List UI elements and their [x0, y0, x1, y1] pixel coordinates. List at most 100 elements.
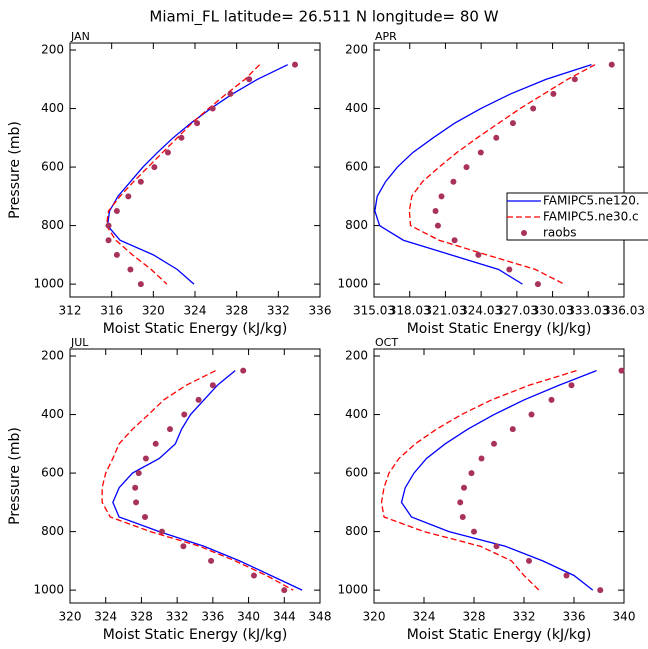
raob-point [167, 426, 173, 433]
raob-point [246, 76, 253, 83]
raob-point [493, 134, 500, 141]
raob-point [180, 543, 187, 550]
raob-point [195, 396, 202, 403]
x-tick-label: 324 [184, 304, 207, 318]
panel: JAN 312 316 320 324 328 332 336 200 400 600 800 1000… [7, 30, 331, 337]
y-tick-label: 800 [345, 218, 368, 232]
legend-label: raobs [543, 226, 577, 240]
series-line [400, 370, 597, 591]
raob-point [133, 499, 140, 506]
raob-point [137, 281, 144, 288]
x-tick-label: 336 [309, 304, 332, 318]
x-tick-label: 330.03 [532, 304, 574, 318]
x-tick-label: 324 [413, 610, 436, 624]
legend-label: FAMIPC5.ne120. [543, 194, 640, 208]
series-line [374, 64, 592, 285]
x-tick-label: 318.03 [389, 304, 431, 318]
x-tick-label: 324.03 [460, 304, 502, 318]
x-tick-label: 320 [59, 610, 82, 624]
x-tick-label: 332 [166, 610, 189, 624]
series-line [105, 64, 261, 285]
y-tick-label: 400 [345, 407, 368, 421]
raob-point [548, 396, 555, 403]
legend: FAMIPC5.ne120. FAMIPC5.ne30.c raobs [506, 192, 648, 241]
y-tick-label: 200 [345, 349, 368, 363]
page-title: Miami_FL latitude= 26.511 N longitude= 8… [149, 8, 498, 27]
x-axis-label: Moist Static Energy (kJ/kg) [103, 321, 288, 337]
series-line [380, 370, 577, 591]
raob-point [152, 440, 159, 447]
y-axis-label: Pressure (mb) [7, 121, 23, 219]
plot-frame [373, 42, 625, 298]
series-line [101, 370, 294, 591]
raob-point [451, 237, 458, 244]
raob-point [475, 251, 482, 258]
y-tick-label: 200 [41, 43, 64, 57]
raob-point [137, 178, 144, 185]
raob-point [240, 367, 247, 374]
y-tick-label: 200 [41, 349, 64, 363]
raob-point [534, 281, 541, 288]
x-tick-label: 316 [100, 304, 123, 318]
plot-frame [69, 348, 321, 604]
y-tick-label: 600 [41, 466, 64, 480]
raob-point [491, 440, 497, 447]
series-line [106, 64, 288, 285]
raob-point [526, 557, 532, 564]
y-tick-label: 1000 [337, 583, 368, 597]
y-tick-label: 1000 [33, 583, 64, 597]
raob-point [571, 76, 578, 83]
raob-point [132, 484, 139, 491]
raob-point [105, 237, 112, 244]
raob-point [478, 455, 485, 462]
x-tick-label: 336.03 [603, 304, 645, 318]
x-axis-label: Moist Static Energy (kJ/kg) [407, 627, 592, 643]
raob-point [105, 222, 112, 229]
raob-point [158, 528, 165, 535]
y-tick-label: 600 [345, 160, 368, 174]
x-tick-label: 336 [563, 610, 586, 624]
raob-point [292, 61, 298, 68]
raob-point [142, 513, 148, 520]
series-line [408, 64, 596, 285]
x-tick-label: 328 [130, 610, 153, 624]
y-tick-label: 600 [41, 160, 64, 174]
panel: OCT 320 324 328 332 336 340 200 400 600 800 1000 Moi… [337, 336, 635, 643]
raob-point [457, 499, 464, 506]
raob-point [493, 543, 500, 550]
panel-title: JUL [70, 336, 89, 349]
series-line [112, 370, 303, 591]
x-axis-label: Moist Static Energy (kJ/kg) [407, 321, 592, 337]
raob-point [563, 572, 570, 579]
y-axis-label: Pressure (mb) [7, 427, 23, 525]
x-tick-label: 327.03 [496, 304, 538, 318]
raob-point [209, 105, 216, 112]
raob-point [477, 149, 484, 156]
raob-point [509, 426, 516, 433]
y-tick-label: 200 [345, 43, 368, 57]
x-tick-label: 332 [267, 304, 290, 318]
x-tick-label: 321.03 [424, 304, 466, 318]
y-tick-label: 600 [345, 466, 368, 480]
x-tick-label: 333.03 [567, 304, 609, 318]
y-tick-label: 800 [345, 524, 368, 538]
y-tick-label: 1000 [33, 277, 64, 291]
raob-point [432, 207, 439, 214]
x-tick-label: 348 [309, 610, 332, 624]
raob-point [438, 193, 445, 200]
x-tick-label: 324 [94, 610, 117, 624]
raob-point [509, 120, 516, 127]
plot-frame [69, 42, 321, 298]
y-tick-label: 400 [345, 101, 368, 115]
raob-point [618, 367, 625, 374]
raob-point [127, 266, 134, 273]
raob-point [250, 572, 257, 579]
raob-point [461, 484, 467, 491]
x-tick-label: 328 [225, 304, 248, 318]
x-tick-label: 340 [613, 610, 636, 624]
raob-point [459, 513, 466, 520]
panel-title: OCT [375, 336, 398, 349]
raob-point [164, 149, 171, 156]
x-tick-label: 320 [363, 610, 386, 624]
